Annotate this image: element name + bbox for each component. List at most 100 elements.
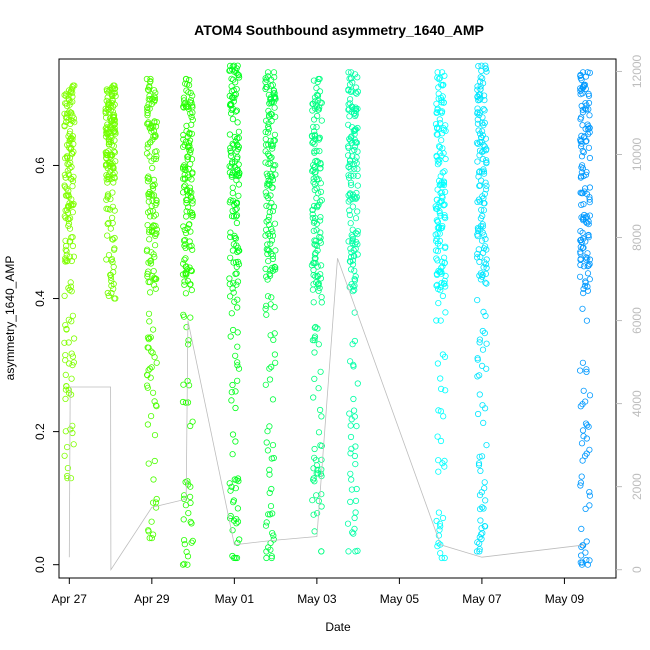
- data-point: [181, 536, 188, 544]
- data-point: [229, 66, 236, 73]
- data-point: [317, 214, 324, 221]
- data-point: [586, 194, 593, 201]
- data-point: [318, 491, 325, 498]
- data-point: [310, 271, 317, 279]
- data-point: [474, 356, 481, 363]
- data-point: [586, 129, 593, 136]
- data-point: [264, 69, 272, 76]
- data-point: [66, 144, 73, 151]
- data-point: [270, 536, 277, 543]
- data-point: [233, 219, 240, 227]
- data-point: [148, 534, 155, 542]
- data-point: [317, 161, 324, 168]
- data-point: [317, 234, 324, 241]
- data-point: [352, 245, 359, 252]
- data-point: [318, 456, 325, 463]
- data-point: [232, 438, 239, 445]
- data-point: [481, 522, 488, 530]
- data-point: [265, 213, 273, 220]
- data-point: [267, 240, 274, 247]
- data-point: [354, 547, 361, 555]
- data-point: [107, 115, 114, 122]
- data-point: [151, 148, 159, 155]
- data-point: [586, 446, 593, 453]
- data-point: [234, 119, 241, 126]
- data-point: [442, 122, 449, 129]
- data-point: [584, 69, 591, 76]
- data-point: [347, 258, 354, 265]
- data-point: [433, 317, 440, 324]
- data-point: [147, 207, 154, 215]
- data-point: [111, 246, 118, 253]
- data-point: [318, 293, 325, 301]
- point-cluster: [179, 75, 196, 568]
- data-point: [69, 89, 76, 97]
- data-point: [187, 228, 194, 235]
- data-point: [271, 104, 278, 111]
- data-point: [148, 249, 155, 256]
- data-point: [111, 149, 119, 156]
- data-point: [63, 248, 70, 255]
- y2-tick-label: 0: [630, 566, 644, 573]
- data-point: [583, 366, 590, 373]
- data-point: [263, 519, 270, 526]
- data-point: [577, 261, 584, 269]
- data-point: [315, 201, 322, 209]
- data-point: [479, 114, 486, 121]
- data-point: [435, 407, 442, 414]
- data-point: [314, 466, 321, 473]
- data-point: [586, 196, 593, 203]
- data-point: [147, 125, 154, 132]
- data-point: [228, 483, 235, 490]
- data-point: [267, 178, 274, 185]
- data-point: [262, 189, 269, 196]
- data-point: [312, 279, 320, 286]
- data-point: [270, 336, 277, 343]
- data-point: [152, 131, 159, 138]
- data-point: [315, 176, 322, 183]
- data-point: [69, 86, 76, 93]
- data-point: [181, 97, 188, 104]
- data-point: [185, 221, 193, 228]
- data-point: [185, 337, 192, 344]
- data-point: [188, 520, 195, 527]
- data-point: [347, 245, 354, 252]
- data-point: [147, 289, 154, 296]
- data-point: [103, 196, 110, 203]
- data-point: [151, 96, 158, 104]
- data-point: [351, 514, 358, 522]
- data-point: [182, 182, 189, 189]
- data-point: [344, 520, 352, 527]
- data-point: [474, 373, 481, 380]
- data-point: [433, 124, 441, 131]
- data-point: [475, 460, 483, 467]
- data-point: [479, 273, 486, 280]
- data-point: [434, 74, 441, 81]
- data-point: [227, 152, 235, 159]
- data-point: [345, 144, 352, 151]
- data-point: [269, 81, 276, 89]
- data-point: [440, 280, 448, 287]
- data-point: [189, 537, 196, 545]
- data-point: [311, 337, 318, 344]
- data-point: [65, 284, 72, 292]
- data-point: [144, 384, 151, 391]
- data-point: [474, 93, 481, 100]
- data-point: [185, 144, 192, 151]
- data-point: [482, 62, 489, 69]
- data-point: [481, 97, 488, 104]
- data-point: [189, 169, 196, 176]
- data-point: [230, 213, 237, 220]
- data-point: [309, 214, 316, 222]
- data-point: [236, 536, 243, 543]
- data-point: [262, 141, 270, 148]
- point-cluster: [432, 69, 449, 562]
- data-point: [227, 102, 234, 109]
- data-point: [313, 85, 320, 92]
- data-point: [311, 375, 318, 382]
- data-point: [108, 134, 115, 142]
- data-point: [433, 153, 440, 160]
- data-point: [231, 234, 238, 241]
- data-point: [272, 359, 279, 366]
- data-point: [311, 349, 318, 356]
